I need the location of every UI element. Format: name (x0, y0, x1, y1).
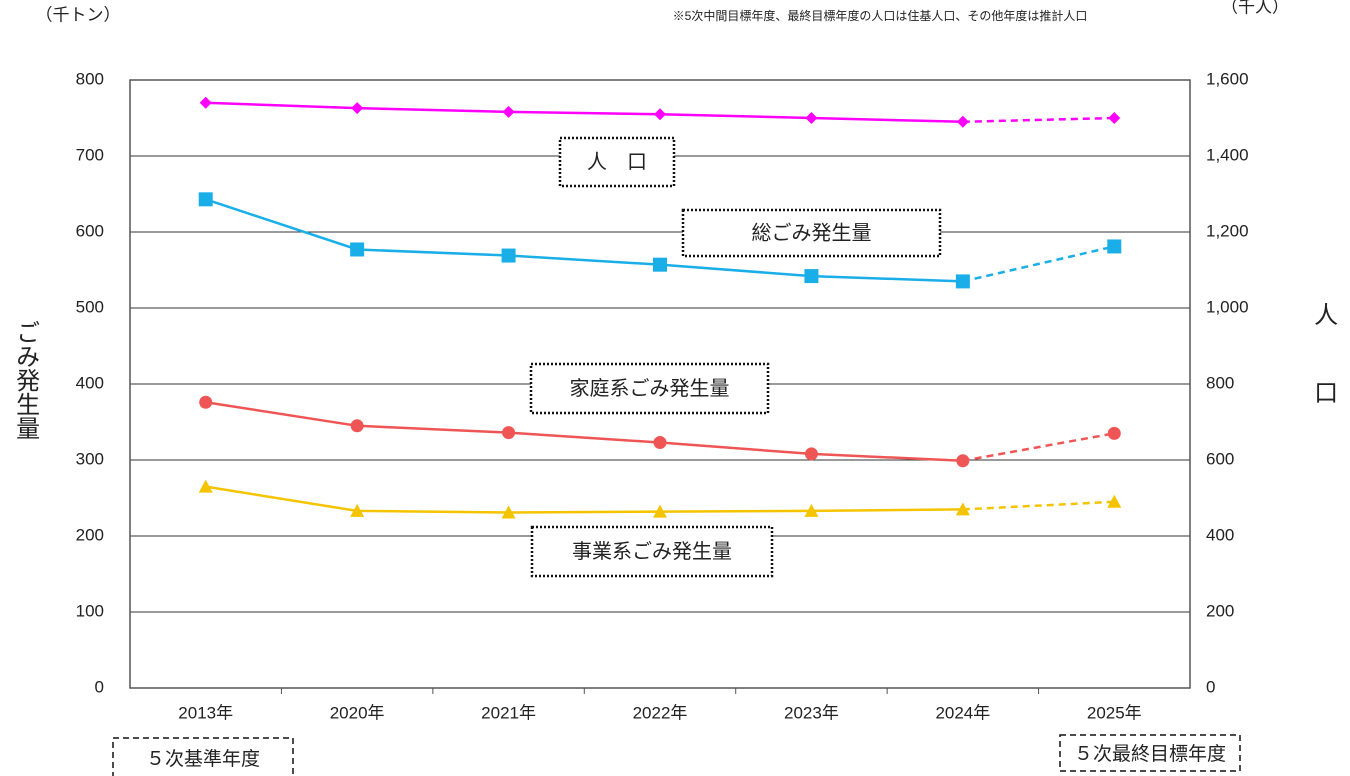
line (205, 198, 963, 283)
y-axis-label: ごみ発生量 (12, 320, 40, 440)
y2-tick-label: 800 (1206, 373, 1234, 392)
y-tick-label: 0 (95, 677, 104, 696)
plot-frame (129, 79, 1191, 689)
legend-box (530, 525, 774, 578)
marker (653, 504, 667, 518)
y-tick-label: 800 (76, 69, 104, 88)
marker (804, 503, 819, 517)
y-tick-label: 600 (76, 221, 104, 240)
x-tick-label: 2023年 (784, 703, 839, 722)
x-tick-label: 2021年 (481, 703, 536, 722)
x-tick-label: 2022年 (633, 703, 688, 722)
x-tick-label: 2024年 (935, 703, 990, 722)
marker (502, 105, 515, 118)
marker (350, 419, 364, 433)
y2-tick-label: 400 (1206, 525, 1234, 544)
marker (653, 436, 667, 450)
marker (198, 192, 213, 207)
legend-label: 事業系ごみ発生量 (572, 540, 732, 563)
line-projection (962, 116, 1115, 124)
legend-box (681, 208, 942, 258)
y2-tick-label: 1,600 (1206, 69, 1249, 88)
y-tick-label: 700 (76, 145, 104, 164)
marker (804, 447, 818, 461)
y2-tick-label: 1,400 (1206, 145, 1249, 164)
marker (955, 502, 970, 516)
marker (654, 108, 666, 121)
marker (502, 426, 516, 440)
y-tick-label: 500 (76, 297, 104, 316)
legend-box (529, 362, 770, 415)
marker (199, 395, 213, 409)
annotation-box (1059, 734, 1241, 772)
line (205, 485, 963, 514)
marker (351, 102, 364, 115)
line (205, 401, 963, 463)
right-unit: （千人） (1221, 0, 1289, 16)
marker (501, 505, 516, 519)
marker (1107, 426, 1121, 440)
x-tick-label: 2013年 (178, 703, 233, 722)
line-projection (962, 500, 1115, 511)
marker (805, 112, 818, 124)
annotation: ５次基準年度 (146, 748, 260, 770)
annotation-box (112, 737, 294, 776)
marker (350, 503, 365, 517)
legend-label: 人 口 (587, 150, 647, 173)
legend-label: 総ごみ発生量 (752, 221, 872, 244)
marker (199, 96, 212, 109)
y2-axis-label: 人口 (1310, 302, 1337, 458)
marker (956, 454, 970, 468)
annotation: ５次最終目標年度 (1074, 743, 1226, 765)
line-projection (962, 245, 1115, 283)
marker (804, 269, 819, 284)
left-unit: （千トン） (36, 5, 121, 24)
marker (1107, 494, 1122, 508)
x-tick-label: 2025年 (1087, 703, 1142, 722)
y-tick-label: 200 (76, 525, 104, 544)
marker (956, 115, 969, 128)
y-tick-label: 400 (76, 373, 104, 392)
legend-label: 家庭系ごみ発生量 (570, 377, 730, 400)
x-tick-label: 2020年 (330, 703, 385, 722)
marker (1108, 112, 1121, 124)
marker (1107, 239, 1122, 254)
marker (198, 479, 213, 493)
y2-tick-label: 1,000 (1206, 297, 1249, 316)
y2-tick-label: 600 (1206, 449, 1234, 468)
y-tick-label: 100 (76, 601, 104, 620)
y2-tick-label: 200 (1206, 601, 1234, 620)
legend-box (558, 136, 676, 188)
marker (501, 248, 516, 263)
marker (350, 242, 365, 257)
marker (653, 257, 667, 272)
y2-tick-label: 1,200 (1206, 221, 1249, 240)
y2-tick-label: 0 (1206, 677, 1215, 696)
line-projection (962, 432, 1115, 462)
note: ※5次中間目標年度、最終目標年度の人口は住基人口、その他年度は推計人口 (673, 8, 1088, 23)
y-tick-label: 300 (76, 449, 104, 468)
marker (955, 274, 970, 289)
line (205, 101, 963, 124)
